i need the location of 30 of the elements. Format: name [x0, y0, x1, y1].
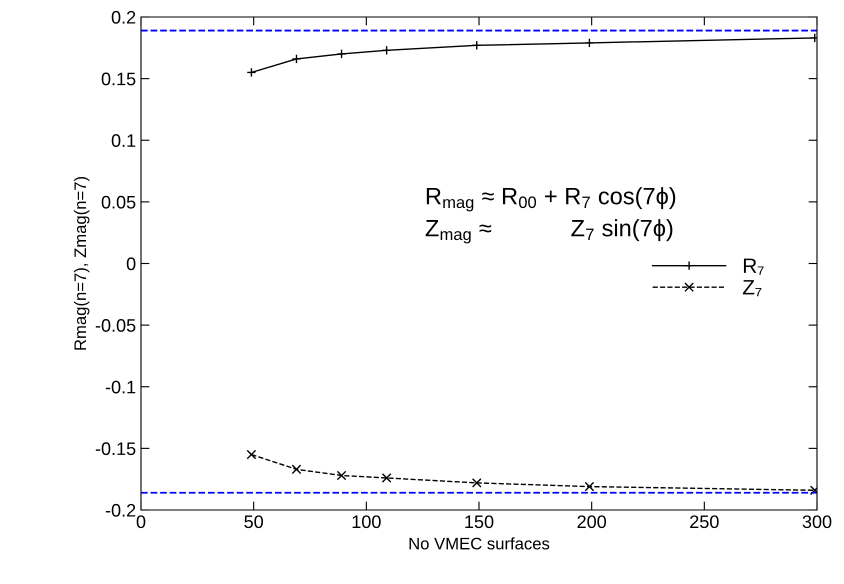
y-tick-label: 0.2 [112, 10, 136, 24]
point [584, 482, 594, 492]
y-axis-title: Rmag(n=7), Zmag(n=7) [74, 176, 90, 350]
point [336, 470, 346, 480]
y-tick-label: 0.15 [102, 72, 136, 86]
x-tick-label: 200 [578, 515, 606, 528]
x-tick-label: 150 [465, 515, 494, 528]
x-tick-label: 0 [136, 515, 146, 528]
point [292, 54, 302, 64]
x-tick-label: 250 [690, 515, 719, 528]
point [472, 478, 482, 488]
point [382, 473, 392, 483]
x-tick-label: 300 [802, 515, 832, 528]
y-tick-label: 0 [126, 257, 136, 270]
annotation: Z$_{mag}$ ≈ Z$_{7}$ sin(7ϕ) [426, 219, 672, 244]
legend-label: R₇ [744, 258, 764, 275]
y-tick-label: -0.05 [96, 319, 136, 332]
point [246, 68, 256, 78]
x-tick-label: 50 [244, 515, 264, 528]
x-tick-label: 100 [352, 515, 381, 528]
y-tick-label: -0.1 [106, 380, 136, 394]
legend-label: Z₇ [742, 280, 762, 296]
y-tick-label: 0.1 [112, 134, 136, 147]
y-tick-label: -0.15 [96, 442, 136, 456]
x-axis-title: No VMEC surfaces [410, 537, 550, 550]
y-tick-label: 0.05 [102, 196, 136, 209]
point [292, 464, 302, 474]
annotation: R$_{mag}$ ≈ R$_{00}$ + R$_{7}$ cos(7ϕ) [426, 187, 676, 212]
point [246, 450, 256, 460]
y-tick-label: -0.2 [106, 504, 136, 517]
